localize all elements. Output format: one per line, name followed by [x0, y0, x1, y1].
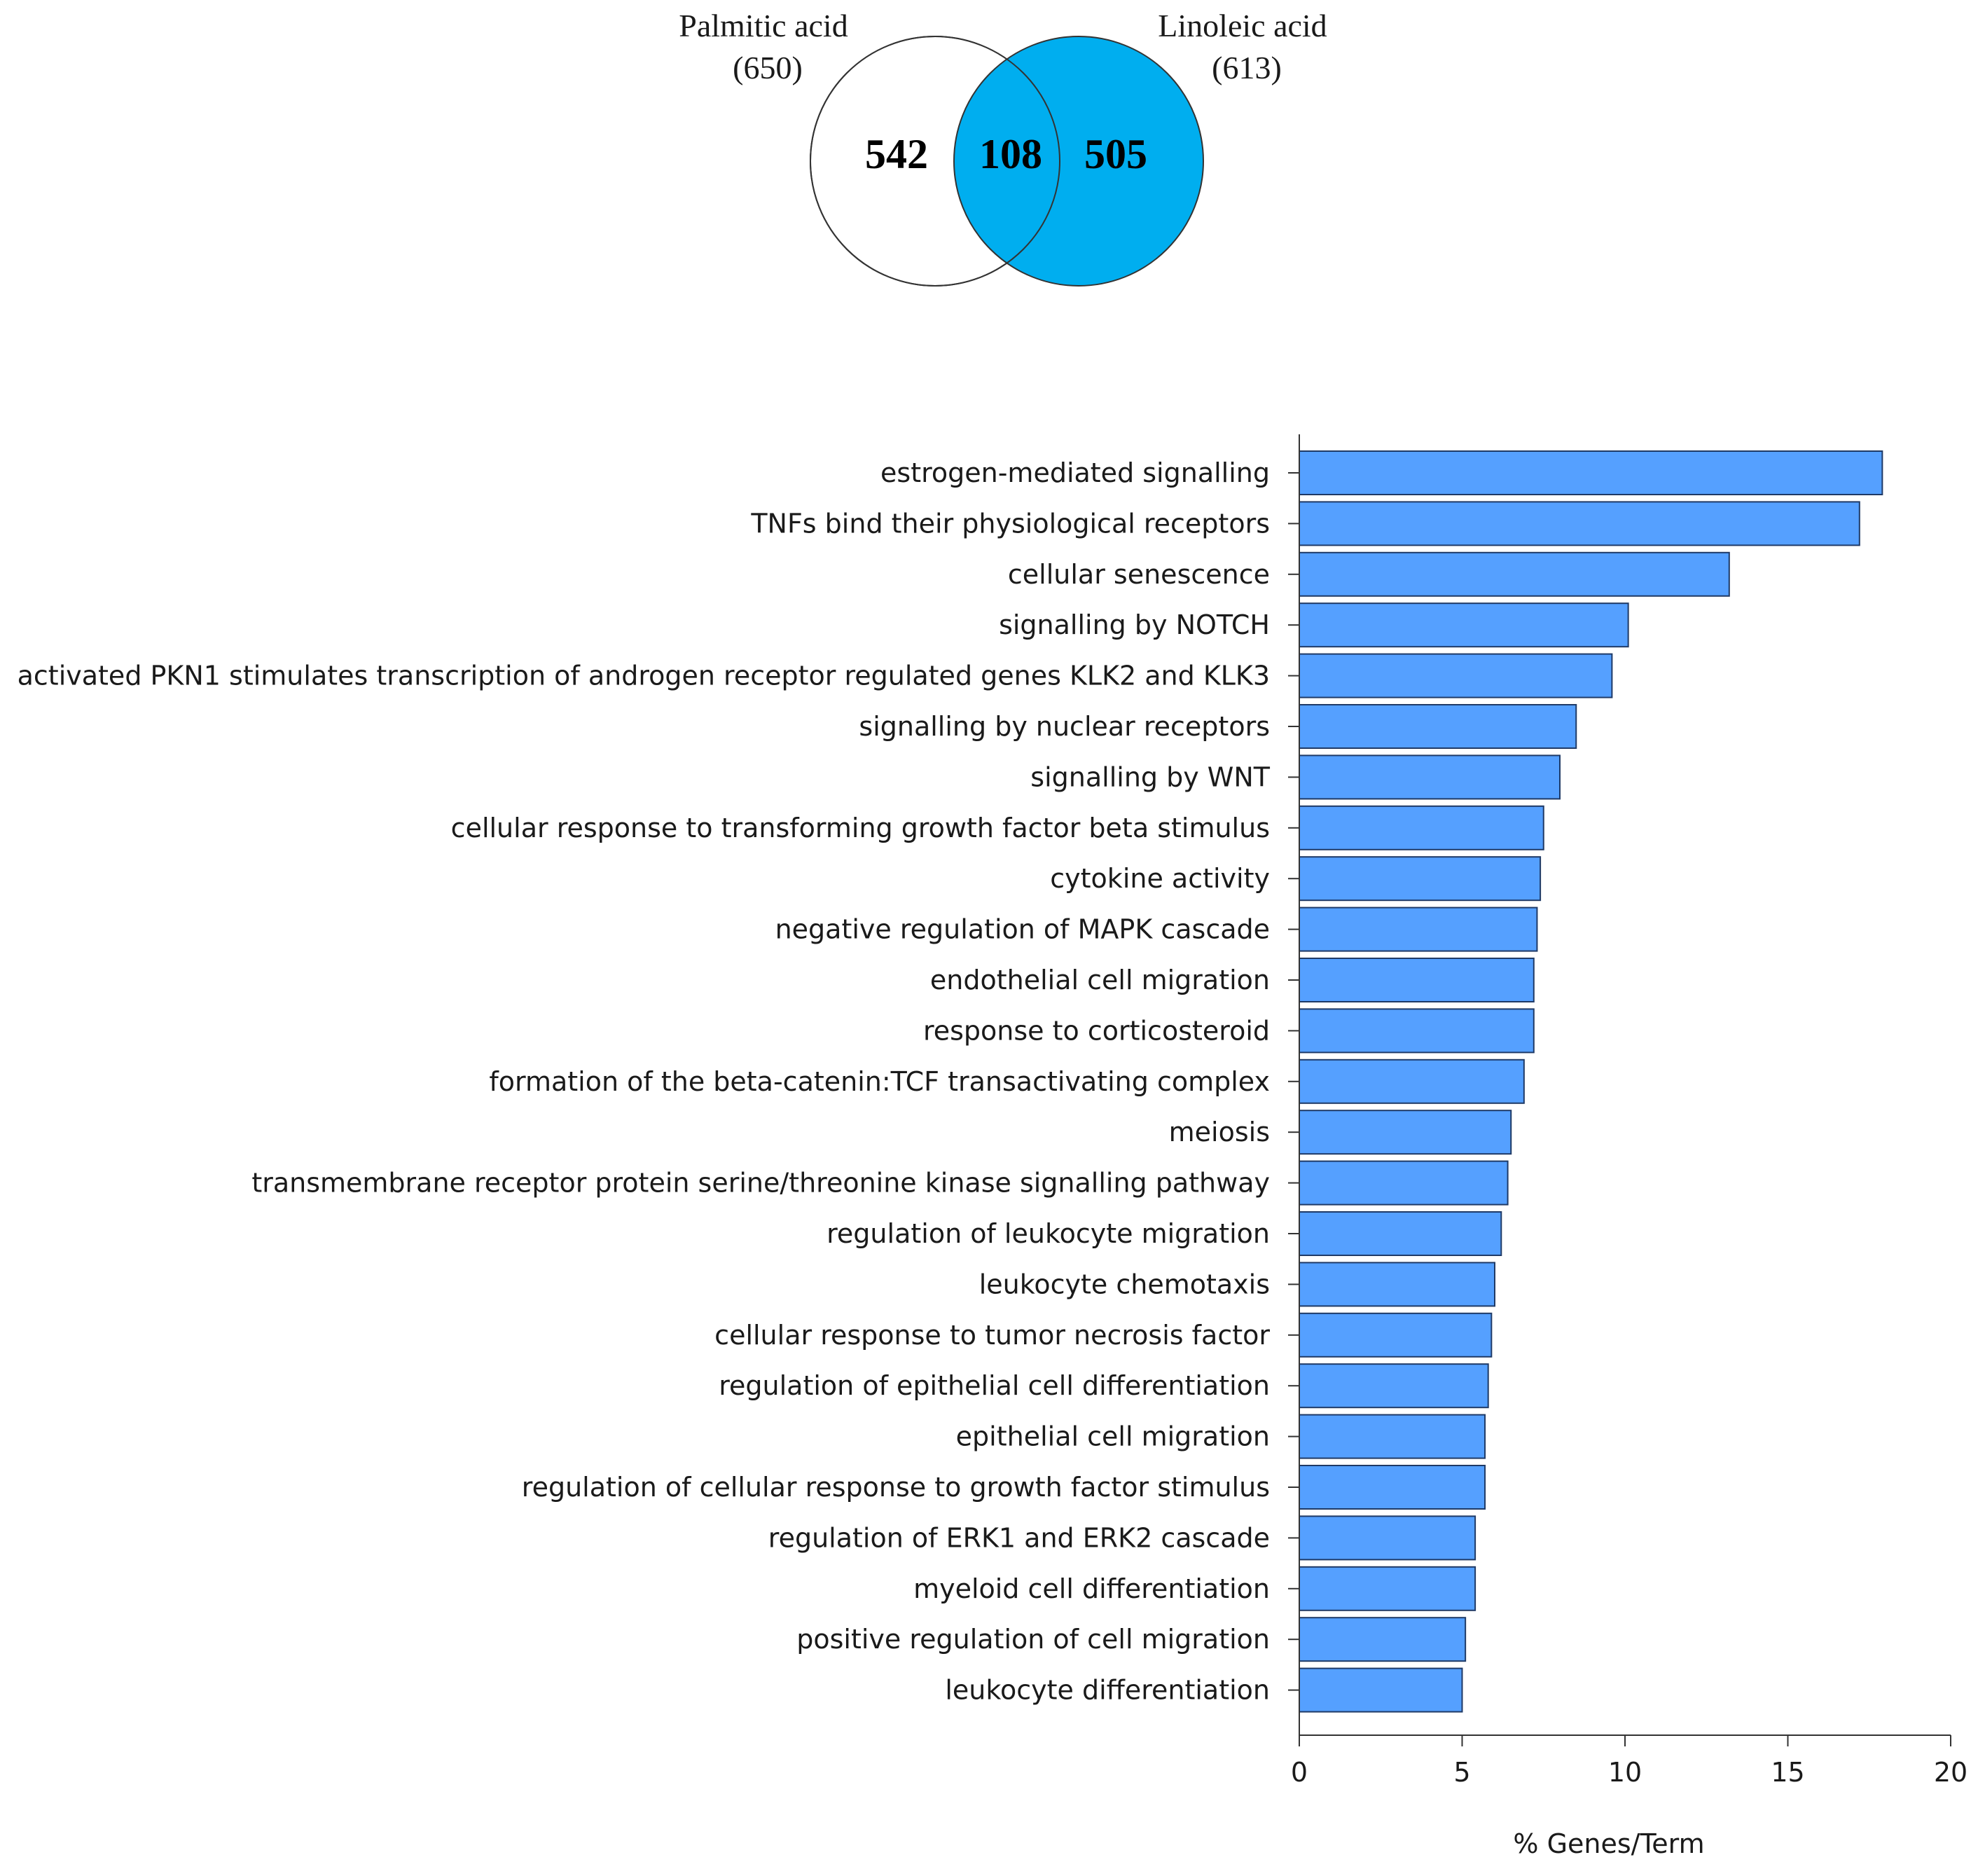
bar-18 — [1299, 1363, 1489, 1409]
bar-19 — [1299, 1414, 1486, 1459]
bar-23 — [1299, 1617, 1467, 1662]
venn-right-set-name: Linoleic acid — [1158, 8, 1327, 43]
x-tick-label-1: 5 — [1453, 1757, 1470, 1788]
bar-13 — [1299, 1110, 1512, 1155]
category-label-10: endothelial cell migration — [930, 965, 1270, 995]
category-label-12: formation of the beta-catenin:TCF transa… — [489, 1066, 1270, 1097]
venn-circle-linoleic-acid — [953, 36, 1204, 287]
category-label-14: transmembrane receptor protein serine/th… — [251, 1168, 1270, 1199]
category-label-0: estrogen-mediated signalling — [880, 457, 1270, 488]
bar-16 — [1299, 1262, 1495, 1307]
bar-5 — [1299, 704, 1577, 749]
venn-left-set-name: Palmitic acid — [679, 8, 848, 43]
bar-8 — [1299, 856, 1542, 902]
bar-21 — [1299, 1515, 1476, 1561]
bar-22 — [1299, 1566, 1476, 1611]
category-labels: estrogen-mediated signalling TNFs bind th… — [18, 457, 1271, 1706]
x-tick-label-0: 0 — [1291, 1757, 1308, 1788]
category-label-24: leukocyte differentiation — [945, 1675, 1270, 1706]
category-label-5: signalling by nuclear receptors — [859, 711, 1270, 742]
category-label-18: regulation of epithelial cell differenti… — [719, 1370, 1270, 1401]
bar-15 — [1299, 1211, 1502, 1256]
x-axis-title: % Genes/Term — [1513, 1828, 1704, 1859]
category-label-2: cellular senescence — [1008, 559, 1270, 590]
bar-4 — [1299, 653, 1613, 698]
bar-17 — [1299, 1312, 1493, 1358]
x-tick-label-3: 15 — [1771, 1757, 1804, 1788]
venn-intersection-count: 108 — [979, 131, 1042, 177]
bar-24 — [1299, 1667, 1463, 1713]
bar-7 — [1299, 805, 1544, 850]
category-label-21: regulation of ERK1 and ERK2 cascade — [768, 1522, 1270, 1553]
category-label-23: positive regulation of cell migration — [796, 1624, 1270, 1655]
bar-20 — [1299, 1465, 1486, 1510]
bar-2 — [1299, 551, 1730, 597]
bar-chart: estrogen-mediated signalling TNFs bind th… — [18, 434, 1967, 1859]
bar-14 — [1299, 1160, 1509, 1206]
x-tick-label-2: 10 — [1608, 1757, 1642, 1788]
bar-3 — [1299, 602, 1629, 648]
bar-6 — [1299, 754, 1561, 800]
category-label-20: regulation of cellular response to growt… — [522, 1472, 1270, 1503]
bar-9 — [1299, 906, 1538, 952]
x-axis-ticks: 0 5 10 15 20 — [1291, 1735, 1967, 1788]
category-label-22: myeloid cell differentiation — [913, 1573, 1270, 1604]
bar-0 — [1299, 450, 1883, 495]
category-label-17: cellular response to tumor necrosis fact… — [714, 1320, 1270, 1351]
bar-10 — [1299, 958, 1535, 1002]
category-label-8: cytokine activity — [1050, 863, 1270, 894]
category-label-6: signalling by WNT — [1030, 761, 1270, 792]
category-label-13: meiosis — [1169, 1117, 1270, 1147]
bar-12 — [1299, 1058, 1525, 1104]
category-label-3: signalling by NOTCH — [999, 609, 1270, 640]
category-label-7: cellular response to transforming growth… — [451, 813, 1270, 843]
venn-right-set-total: (613) — [1212, 50, 1282, 85]
bar-11 — [1299, 1008, 1535, 1054]
category-label-15: regulation of leukocyte migration — [827, 1218, 1270, 1249]
venn-right-unique-count: 505 — [1084, 131, 1147, 177]
category-label-19: epithelial cell migration — [956, 1421, 1270, 1452]
venn-left-set-total: (650) — [733, 50, 803, 85]
bar-1 — [1299, 501, 1860, 546]
bar-series — [1299, 450, 1883, 1713]
category-label-16: leukocyte chemotaxis — [979, 1269, 1270, 1299]
x-tick-label-4: 20 — [1934, 1757, 1967, 1788]
category-label-1: TNFs bind their physiological receptors — [750, 508, 1270, 539]
category-label-4: activated PKN1 stimulates transcription … — [18, 661, 1270, 691]
venn-left-unique-count: 542 — [865, 131, 928, 177]
category-label-9: negative regulation of MAPK cascade — [775, 914, 1270, 945]
category-label-11: response to corticosteroid — [923, 1015, 1270, 1046]
venn-diagram: Palmitic acid (650) Linoleic acid (613) … — [679, 8, 1327, 287]
venn-circle-palmitic-outline — [810, 36, 1060, 287]
